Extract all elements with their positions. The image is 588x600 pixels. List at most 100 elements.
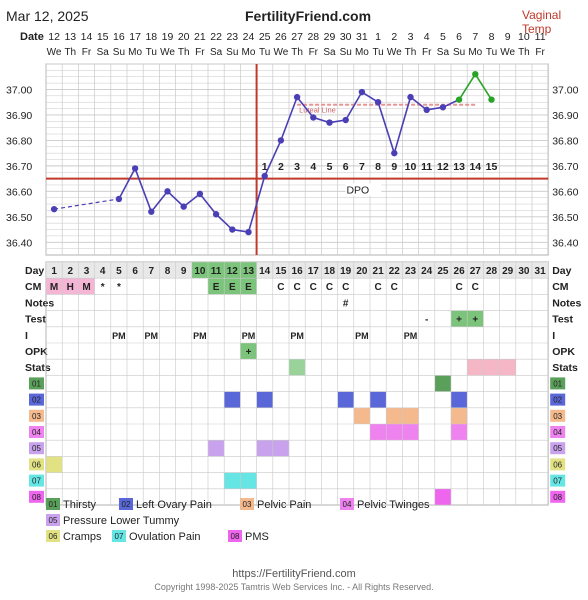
symptom-cell [256,440,273,457]
temperature-point [245,228,252,236]
dpo-number: 8 [375,161,381,173]
temperature-point [164,188,171,195]
cm-value: C [374,282,381,293]
symptom-cell [386,424,403,441]
cycle-day-number: 11 [211,266,222,277]
stats-cell [467,359,484,376]
temperature-segment [215,213,233,231]
cm-value: C [391,282,398,293]
symptom-code-box-right [550,490,566,503]
temperature-segment [474,73,493,101]
data-table [45,261,549,506]
symptom-code-right: 04 [553,428,562,437]
cm-value: E [229,282,236,293]
temperature-segment [377,101,396,154]
symptom-code-box-right [550,393,566,406]
y-tick-right: 36.90 [552,110,578,122]
date-label: 15 [97,31,109,43]
legend-label: Cramps [63,531,102,543]
date-label: 22 [210,31,222,43]
chart-date: Mar 12, 2025 [6,8,89,24]
cycle-day-number: 18 [324,266,336,277]
cycle-day-number: 14 [259,266,271,277]
symptom-cell [224,391,241,408]
symptom-code-right: 06 [553,460,562,469]
temperature-segment [150,190,169,213]
row-label-right: OPK [552,346,575,358]
legend-label: Pelvic Twinges [357,499,430,511]
symptom-code-right: 03 [553,412,562,421]
date-label: 24 [243,31,255,43]
cycle-day-number: 13 [243,266,255,277]
legend-swatch [46,530,60,542]
date-label: 29 [324,31,336,43]
temperature-point [407,93,414,101]
weekday-label: Mo [128,47,142,58]
weekday-label: Su [453,47,465,58]
test-value: - [425,315,428,326]
cm-value: C [277,282,284,293]
symptom-code-box-right [550,377,566,390]
temperature-point [439,104,447,111]
date-label: 20 [178,31,190,43]
weekday-label: Fr [535,47,545,58]
temperature-point [455,96,463,103]
date-label: 11 [535,31,546,43]
legend-swatch [119,498,133,510]
y-tick-left: 36.40 [6,237,32,249]
temperature-point [391,149,398,157]
weekday-label: Th [178,47,190,58]
weekday-label: Mo [468,47,482,58]
temperature-point [50,205,58,213]
i-value: PM [290,331,304,341]
cycle-day-number: 16 [292,266,304,277]
y-tick-right: 37.00 [552,84,578,96]
symptom-cell [434,488,451,505]
opk-value: + [246,347,252,358]
temperature-point [115,195,123,203]
footer-url[interactable]: https://FertilityFriend.com [232,568,356,580]
symptom-cell [46,456,63,473]
legend-code: 04 [343,500,352,509]
y-tick-left: 36.80 [6,135,32,147]
temperature-segment [247,175,266,233]
temperature-point [131,165,139,172]
symptom-code-box-left [29,490,44,503]
symptom-cell [386,407,403,424]
cycle-day-number: 24 [421,266,433,277]
y-tick-right: 36.80 [552,135,578,147]
temperature-segment [166,190,185,208]
date-label: 13 [64,31,76,43]
symptom-code-box-left [29,377,44,390]
date-label: 30 [340,31,352,43]
cycle-day-number: 7 [149,266,155,277]
date-label: 12 [48,31,60,43]
temperature-type: Vaginal Temp [522,8,562,36]
symptom-code-right: 05 [553,444,562,453]
i-value: PM [145,331,159,341]
legend-code: 01 [49,500,58,509]
test-positive-cell [451,310,468,327]
dpo-number: 14 [469,161,481,173]
row-label-left: CM [25,281,42,293]
temperature-segment [393,96,412,154]
weekday-label: We [500,47,515,58]
legend-code: 02 [122,500,131,509]
symptom-code-right: 02 [553,396,562,405]
cm-value: M [50,282,58,293]
cm-value: H [67,282,74,293]
row-label-right: I [552,330,555,342]
weekday-label: Th [64,47,76,58]
symptom-code-left: 08 [32,493,41,502]
fertile-day-cell [191,262,208,279]
temperature-point [293,93,301,101]
date-label: 19 [162,31,174,43]
y-tick-left: 36.70 [6,161,32,173]
i-value: PM [242,331,256,341]
cycle-day-number: 9 [181,266,187,277]
site-name[interactable]: FertilityFriend.com [245,8,372,24]
date-label: 18 [145,31,157,43]
legend-label: PMS [245,531,269,543]
symptom-code-box-right [550,426,566,438]
symptom-code-box-right [550,442,566,455]
